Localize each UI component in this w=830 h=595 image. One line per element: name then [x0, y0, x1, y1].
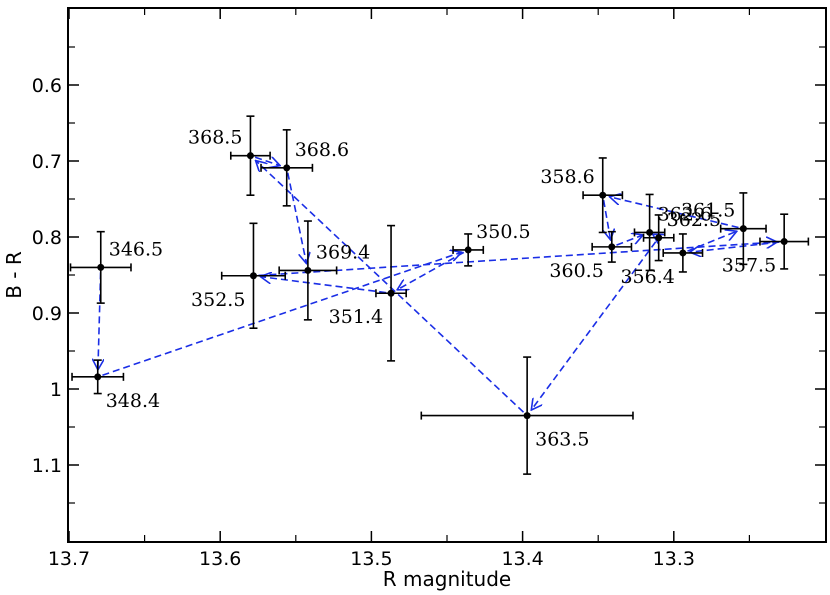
arrow-358.6-to-360.5	[604, 199, 611, 240]
data-point-361.5	[739, 225, 747, 233]
point-label-352.5: 352.5	[191, 289, 245, 311]
point-label-368.5: 368.5	[188, 127, 242, 149]
x-tick-label: 13.3	[653, 548, 695, 570]
arrow-362.6-to-362.5	[653, 234, 654, 235]
x-tick-label: 13.5	[350, 548, 392, 570]
y-tick-label: 0.6	[32, 75, 62, 97]
data-points	[94, 152, 788, 420]
point-label-363.5: 363.5	[535, 429, 589, 451]
error-bars	[69, 115, 810, 475]
arrow-348.4-to-350.5	[102, 252, 461, 376]
point-label-361.5: 361.5	[681, 200, 735, 222]
arrow-357.5-to-356.4	[690, 241, 780, 252]
point-label-350.5: 350.5	[476, 221, 530, 243]
data-point-362.5	[655, 234, 663, 242]
data-point-351.4	[387, 289, 395, 297]
y-tick-label: 0.8	[32, 227, 62, 249]
data-point-358.6	[599, 191, 607, 199]
data-point-368.5	[246, 152, 254, 160]
arrow-361.5-to-358.6	[610, 197, 739, 229]
data-point-360.5	[608, 243, 616, 251]
data-point-363.5	[523, 412, 531, 420]
point-label-358.6: 358.6	[540, 166, 594, 188]
point-label-368.6: 368.6	[295, 139, 349, 161]
x-tick-label: 13.6	[199, 548, 241, 570]
point-labels: 346.5 348.4 352.5 369.4 351.4 350.5 368.5 368.6…	[106, 127, 776, 451]
data-point-362.6	[646, 228, 654, 236]
plot-frame	[67, 7, 827, 543]
point-label-369.4: 369.4	[316, 241, 370, 263]
data-point-356.4	[679, 249, 687, 257]
transition-arrows	[98, 157, 780, 413]
arrow-362.5-to-363.5	[531, 241, 657, 410]
arrow-363.5-to-368.5	[256, 160, 525, 413]
arrow-368.6-to-369.4	[286, 172, 307, 264]
data-point-348.4	[94, 373, 102, 381]
point-label-362.6: 362.6	[658, 203, 712, 225]
x-tick-label: 13.7	[48, 548, 90, 570]
y-tick-label: 1.1	[32, 455, 62, 477]
arrow-356.4-to-361.5	[687, 231, 737, 252]
axis-ticks: 13.7 13.6 13.5 13.4 13.3 0.6 0.7 0.8 0.9 1 1.1	[32, 9, 825, 570]
point-label-362.5: 362.5	[667, 209, 721, 231]
error-bar-361.5	[719, 192, 767, 266]
x-tick-label: 13.4	[501, 548, 543, 570]
data-point-369.4	[304, 266, 312, 274]
point-label-357.5: 357.5	[722, 255, 776, 277]
arrow-360.5-to-362.6	[616, 235, 643, 246]
point-label-348.4: 348.4	[106, 390, 160, 412]
data-point-346.5	[97, 263, 105, 271]
data-point-352.5	[249, 272, 257, 280]
data-point-368.6	[283, 164, 291, 172]
data-point-350.5	[464, 246, 472, 254]
arrow-350.5-to-351.4	[397, 251, 465, 289]
point-label-360.5: 360.5	[549, 260, 603, 282]
point-label-351.4: 351.4	[329, 306, 383, 328]
y-tick-label: 0.9	[32, 303, 62, 325]
point-label-356.4: 356.4	[620, 266, 674, 288]
point-label-346.5: 346.5	[109, 238, 163, 260]
arrow-368.5-to-368.6	[254, 157, 280, 165]
x-axis-title: R magnitude	[383, 567, 511, 591]
y-axis-title: B - R	[2, 251, 26, 299]
y-tick-label: 0.7	[32, 151, 62, 173]
data-point-357.5	[780, 238, 788, 246]
arrow-351.4-to-352.5	[260, 277, 387, 294]
y-tick-label: 1	[50, 379, 62, 401]
